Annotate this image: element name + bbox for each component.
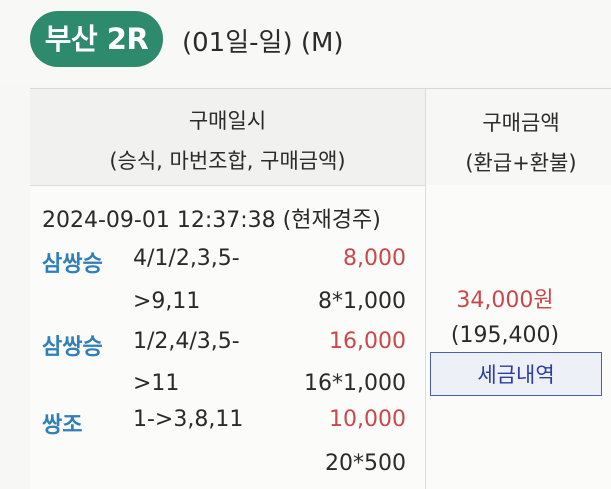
purchase-amount-header-subtitle: (환급+환불) — [465, 151, 577, 175]
purchase-time-header-title: 구매일시 — [188, 109, 267, 133]
bet-amount: 16,000 — [329, 329, 406, 354]
purchase-amount-header-title: 구매금액 — [482, 111, 560, 135]
purchase-amount-header: 구매금액 (환급+환불) — [426, 89, 611, 185]
bet-type-label: 쌍조 — [42, 413, 83, 438]
bet-amount: 10,000 — [329, 407, 406, 432]
bet-unit-breakdown: 20*500 — [325, 451, 406, 476]
bet-type-label: 삼쌍승 — [42, 252, 103, 277]
bet-combination: 1->3,8,11 — [133, 407, 244, 432]
purchase-time-header: 구매일시 (승식, 마번조합, 구매금액) — [30, 89, 425, 186]
purchase-timestamp: 2024-09-01 12:37:38 (현재경주) — [42, 208, 381, 233]
bet-combination-continued: >11 — [133, 371, 180, 396]
column-divider — [425, 89, 426, 489]
bet-unit-breakdown: 16*1,000 — [304, 371, 406, 396]
purchase-table: 구매일시 (승식, 마번조합, 구매금액) 구매금액 (환급+환불) 2024-… — [30, 88, 611, 489]
race-badge: 부산 2R — [30, 11, 163, 67]
bet-amount: 8,000 — [343, 246, 406, 271]
race-date-label: (01일-일) (M) — [182, 28, 344, 58]
bet-combination: 4/1/2,3,5- — [133, 246, 240, 271]
purchase-time-header-subtitle: (승식, 마번조합, 구매금액) — [109, 149, 346, 173]
bet-combination-continued: >9,11 — [133, 289, 201, 314]
bet-combination: 1/2,4/3,5- — [133, 329, 240, 354]
bet-type-label: 삼쌍승 — [42, 335, 103, 360]
refund-amount: (195,400) — [450, 323, 560, 348]
tax-details-button[interactable]: 세금내역 — [430, 352, 602, 396]
bet-unit-breakdown: 8*1,000 — [318, 289, 406, 314]
race-header-bar: 부산 2R (01일-일) (M) — [0, 0, 611, 86]
total-purchase-amount: 34,000원 — [456, 288, 554, 313]
